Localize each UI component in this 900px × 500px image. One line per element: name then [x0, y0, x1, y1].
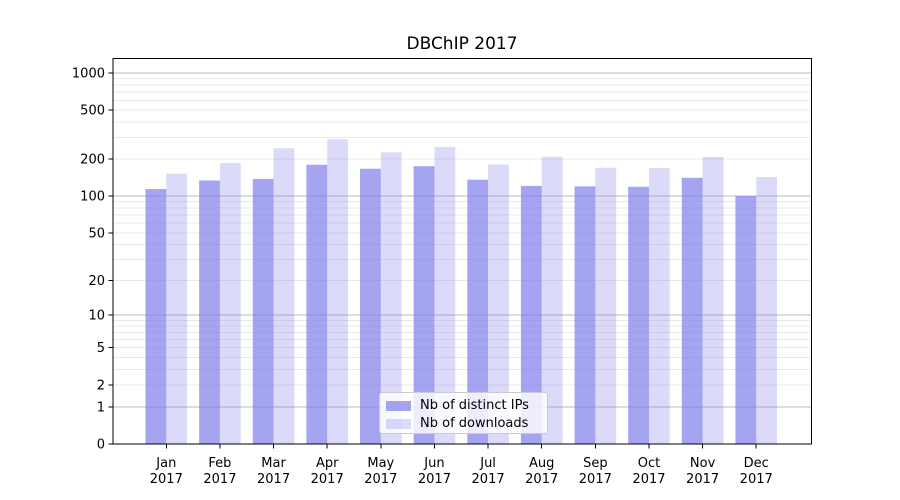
x-tick-label-jul: Jul 2017 — [472, 456, 505, 487]
x-tick-label-feb: Feb 2017 — [203, 456, 236, 487]
bar-distinct-ips-dec — [735, 196, 757, 444]
legend-label-distinct-ips: Nb of distinct IPs — [420, 398, 529, 413]
x-tick-label-may: May 2017 — [364, 456, 397, 487]
x-tick-label-jun: Jun 2017 — [418, 456, 451, 487]
legend-swatch-downloads — [386, 419, 411, 429]
y-tick-label-1000: 1000 — [72, 66, 105, 81]
bar-distinct-ips-apr — [306, 164, 328, 444]
bar-downloads-aug — [541, 156, 563, 445]
y-tick-label-100: 100 — [80, 190, 105, 205]
y-tick-label-20: 20 — [88, 274, 105, 289]
x-tick-label-jan: Jan 2017 — [150, 456, 183, 487]
y-tick-label-200: 200 — [80, 153, 105, 168]
x-tick-label-apr: Apr 2017 — [311, 456, 344, 487]
bar-downloads-sep — [595, 167, 617, 444]
bar-distinct-ips-feb — [199, 180, 220, 444]
legend: Nb of distinct IPs Nb of downloads — [379, 392, 548, 434]
bar-distinct-ips-mar — [252, 178, 274, 445]
x-tick-label-nov: Nov 2017 — [686, 456, 719, 487]
bar-downloads-nov — [702, 156, 724, 444]
y-axis: 0 1 2 5 10 20 50 100 200 500 1000 — [72, 66, 113, 453]
x-tick-label-dec: Dec 2017 — [740, 456, 773, 487]
bar-downloads-feb — [219, 162, 241, 444]
legend-swatch-distinct-ips — [386, 401, 411, 411]
bar-distinct-ips-oct — [628, 186, 649, 444]
bar-distinct-ips-jun — [413, 166, 435, 444]
legend-item-distinct-ips: Nb of distinct IPs — [386, 399, 539, 413]
x-tick-label-mar: Mar 2017 — [257, 456, 290, 487]
bar-distinct-ips-jul — [467, 179, 489, 444]
bars-downloads — [166, 139, 778, 445]
x-tick-label-sep: Sep 2017 — [579, 456, 612, 487]
y-tick-label-1: 1 — [97, 400, 105, 415]
x-axis: Jan 2017 Feb 2017 Mar 2017 Apr 2017 May 2017 Jun 20… — [150, 444, 773, 487]
bar-distinct-ips-may — [360, 168, 381, 444]
bar-downloads-may — [380, 152, 402, 444]
bar-distinct-ips-jan — [145, 189, 167, 444]
bar-downloads-dec — [756, 177, 778, 444]
bar-downloads-oct — [648, 168, 670, 444]
bars-distinct-ips — [145, 164, 757, 445]
y-tick-label-2: 2 — [97, 378, 105, 393]
y-tick-label-5: 5 — [97, 341, 105, 356]
bar-downloads-apr — [327, 139, 348, 444]
y-tick-label-10: 10 — [88, 309, 105, 324]
bar-distinct-ips-nov — [681, 177, 703, 444]
y-tick-label-50: 50 — [88, 226, 105, 241]
x-tick-label-aug: Aug 2017 — [525, 456, 558, 487]
chart-title: DBChIP 2017 — [406, 34, 518, 54]
x-tick-label-oct: Oct 2017 — [632, 456, 665, 487]
y-tick-label-500: 500 — [80, 104, 105, 119]
y-tick-label-0: 0 — [97, 438, 105, 453]
bar-downloads-jan — [166, 173, 188, 445]
bar-distinct-ips-sep — [574, 186, 596, 445]
legend-item-downloads: Nb of downloads — [386, 417, 539, 431]
legend-label-downloads: Nb of downloads — [420, 416, 529, 431]
bar-downloads-mar — [273, 148, 295, 444]
bar-downloads-jun — [434, 146, 456, 444]
bar-distinct-ips-aug — [520, 185, 542, 444]
plot-border — [112, 58, 812, 445]
bar-downloads-jul — [488, 164, 509, 444]
